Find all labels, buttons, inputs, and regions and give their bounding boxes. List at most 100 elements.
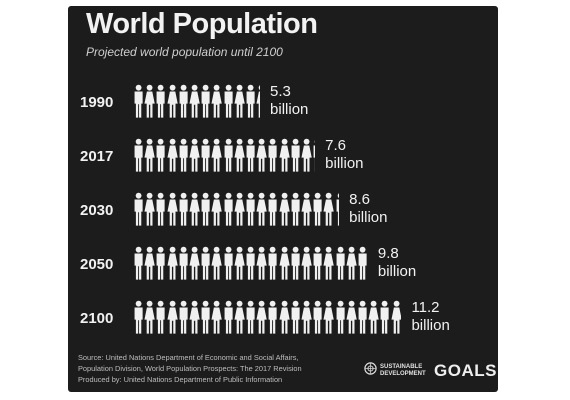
value-label: 11.2 billion (411, 299, 449, 335)
person-icon (144, 192, 155, 226)
pictogram-bar (133, 190, 340, 230)
value-label: 7.6 billion (325, 137, 363, 173)
person-icon (301, 138, 312, 172)
person-icon (313, 300, 322, 334)
person-icon (336, 300, 345, 334)
person-icon (346, 246, 357, 280)
person-icon (336, 246, 345, 280)
person-icon (268, 300, 278, 334)
person-icon (211, 138, 223, 172)
person-icon (268, 138, 278, 172)
source-note: Source: United Nations Department of Eco… (78, 352, 358, 385)
year-label: 2050 (80, 256, 114, 273)
person-icon (291, 300, 300, 334)
person-icon (144, 138, 155, 172)
person-icon (156, 84, 166, 118)
person-icon (179, 192, 188, 226)
person-icon (167, 84, 178, 118)
value-number: 5.3 (270, 83, 291, 100)
source-line: Population Division, World Population Pr… (78, 364, 302, 373)
person-icon (201, 300, 210, 334)
person-icon (234, 192, 245, 226)
person-icon (256, 138, 267, 172)
person-icon (368, 300, 379, 334)
value-unit: billion (325, 155, 364, 172)
pictogram-bar (133, 244, 368, 284)
sdg-text-sustainable: SUSTAINABLE (380, 364, 423, 370)
value-label: 5.3 billion (270, 83, 308, 119)
person-icon (179, 246, 188, 280)
person-icon (179, 84, 188, 118)
person-icon (313, 140, 316, 172)
person-icon (256, 85, 260, 118)
person-icon (301, 192, 312, 226)
person-icon (134, 192, 143, 226)
person-icon (179, 138, 188, 172)
person-icon (313, 192, 322, 226)
sdg-wordmark: SUSTAINABLE DEVELOPMENT (380, 364, 426, 378)
person-icon (201, 138, 210, 172)
person-icon (134, 300, 143, 334)
person-icon (211, 192, 223, 226)
person-icon (211, 84, 223, 118)
person-icon (224, 246, 233, 280)
person-icon (156, 300, 166, 334)
year-label: 2100 (80, 310, 114, 327)
infographic-panel: World Population Projected world populat… (68, 6, 498, 392)
person-icon (256, 246, 267, 280)
person-icon (246, 300, 255, 334)
person-icon (156, 192, 166, 226)
person-icon (156, 138, 166, 172)
person-icon (134, 138, 143, 172)
value-number: 8.6 (349, 191, 370, 208)
person-icon (246, 246, 255, 280)
person-icon (246, 192, 255, 226)
pictogram-bar (133, 298, 402, 338)
person-icon (234, 300, 245, 334)
person-icon (201, 246, 210, 280)
source-line: Produced by: United Nations Department o… (78, 375, 283, 384)
value-number: 11.2 (411, 299, 440, 316)
person-icon (224, 192, 233, 226)
person-icon (246, 84, 255, 118)
source-line: Source: United Nations Department of Eco… (78, 353, 299, 362)
chart-subtitle: Projected world population until 2100 (86, 45, 283, 59)
person-icon (189, 192, 200, 226)
person-icon (256, 300, 267, 334)
person-icon (301, 246, 312, 280)
person-icon (179, 300, 188, 334)
pictogram-bar (133, 82, 260, 122)
person-icon (358, 246, 367, 280)
person-icon (201, 192, 210, 226)
value-unit: billion (349, 209, 388, 226)
value-unit: billion (377, 263, 417, 280)
person-icon (234, 246, 245, 280)
person-icon (134, 84, 143, 118)
person-icon (189, 246, 200, 280)
pictogram-row: 2030 8.6 billion (68, 190, 498, 238)
person-icon (291, 138, 300, 172)
value-unit: billion (270, 101, 309, 118)
person-icon (268, 192, 278, 226)
person-icon (167, 138, 178, 172)
person-icon (256, 192, 267, 226)
pictogram-bar (133, 136, 316, 176)
person-icon (167, 192, 178, 226)
value-unit: billion (411, 317, 450, 334)
person-icon (224, 300, 233, 334)
person-icon (224, 84, 233, 118)
person-icon (279, 300, 290, 334)
value-number: 7.6 (325, 137, 347, 154)
person-icon (291, 192, 300, 226)
person-icon (323, 192, 335, 226)
person-icon (279, 192, 290, 226)
pictogram-row: 2017 7.6 billion (68, 136, 498, 184)
person-icon (134, 246, 143, 280)
value-number: 9.8 (377, 245, 399, 262)
person-icon (323, 300, 335, 334)
person-icon (346, 300, 357, 334)
person-icon (291, 246, 300, 280)
sdg-text-development: DEVELOPMENT (380, 371, 426, 377)
value-label: 8.6 billion (349, 191, 387, 227)
year-label: 2017 (80, 148, 114, 165)
